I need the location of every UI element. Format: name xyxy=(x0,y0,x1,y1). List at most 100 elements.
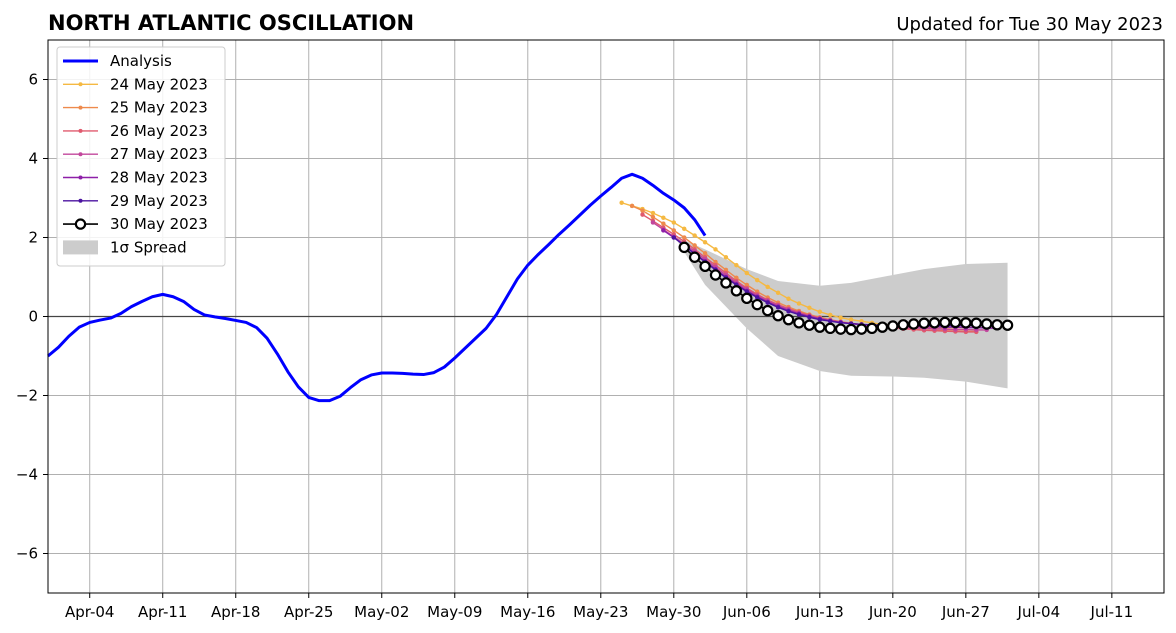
data-point xyxy=(741,292,753,305)
legend-label: 29 May 2023 xyxy=(110,192,208,210)
data-point xyxy=(671,228,677,233)
legend-marker xyxy=(78,175,83,180)
series-layer xyxy=(47,172,1014,403)
spread-layer xyxy=(673,235,1008,389)
data-point xyxy=(817,309,823,315)
data-point xyxy=(661,221,666,226)
x-tick-label: Apr-18 xyxy=(211,603,261,621)
data-point xyxy=(709,269,722,281)
data-point xyxy=(688,251,701,263)
data-point xyxy=(866,322,878,335)
legend-item: 27 May 2023 xyxy=(63,145,208,163)
data-point xyxy=(671,235,677,240)
legend-item: 28 May 2023 xyxy=(63,169,208,187)
data-point xyxy=(629,203,635,209)
data-point xyxy=(678,241,690,254)
x-tick-label: Jul-11 xyxy=(1090,603,1134,621)
data-point xyxy=(619,200,624,205)
x-tick-label: Jun-06 xyxy=(722,603,771,621)
data-point xyxy=(723,255,729,260)
data-point xyxy=(897,319,909,331)
data-point xyxy=(887,320,899,332)
data-point xyxy=(681,226,687,232)
legend-item: 26 May 2023 xyxy=(63,122,208,140)
data-point xyxy=(730,285,743,297)
series-analysis xyxy=(47,172,707,403)
data-point xyxy=(814,321,826,333)
data-point xyxy=(761,304,774,317)
data-point xyxy=(786,296,791,301)
legend-label: Analysis xyxy=(110,52,172,70)
data-point xyxy=(754,295,760,300)
data-point xyxy=(796,312,802,317)
y-tick-label: 0 xyxy=(28,308,38,326)
data-point xyxy=(838,315,843,320)
data-point xyxy=(681,235,687,240)
y-tick-label: 6 xyxy=(28,71,38,89)
spread-band xyxy=(673,235,1008,389)
x-tick-label: May-02 xyxy=(354,603,409,621)
data-point xyxy=(640,208,645,213)
legend-marker xyxy=(78,82,83,87)
data-point xyxy=(960,317,972,329)
legend-label: 26 May 2023 xyxy=(110,122,208,140)
updated-text: Updated for Tue 30 May 2023 xyxy=(896,14,1163,35)
y-tick-label: 4 xyxy=(28,150,38,168)
x-tick-label: Jun-20 xyxy=(868,603,917,621)
data-point xyxy=(807,305,812,311)
data-point xyxy=(939,316,951,329)
data-point xyxy=(817,317,823,322)
data-point xyxy=(949,316,962,329)
data-point xyxy=(834,323,847,335)
x-tick-label: Jul-04 xyxy=(1017,603,1061,621)
data-point xyxy=(734,262,739,268)
legend-item: 24 May 2023 xyxy=(63,75,208,93)
data-point xyxy=(775,305,781,310)
data-point xyxy=(807,315,812,320)
data-point xyxy=(855,323,868,335)
data-point xyxy=(699,260,711,273)
data-point xyxy=(772,310,784,322)
x-tick-label: Jun-13 xyxy=(795,603,844,621)
legend-label: 28 May 2023 xyxy=(110,169,208,187)
data-point xyxy=(786,309,791,314)
x-axis-ticks: Apr-04 Apr-11 Apr-18 Apr-25 May-02 May-09 May-… xyxy=(65,593,1133,621)
data-point xyxy=(765,284,770,290)
data-point xyxy=(720,277,732,289)
x-tick-label: Apr-04 xyxy=(65,603,115,621)
data-point xyxy=(803,319,816,331)
data-point xyxy=(661,215,666,220)
x-tick-label: Apr-25 xyxy=(284,603,334,621)
data-point xyxy=(702,239,708,245)
chart-title: NORTH ATLANTIC OSCILLATION xyxy=(48,11,414,35)
data-point xyxy=(970,317,982,329)
x-tick-label: May-09 xyxy=(427,603,482,621)
data-point xyxy=(692,233,697,238)
data-point xyxy=(650,214,656,220)
legend-item: 1σ Spread xyxy=(63,238,187,256)
y-tick-label: −4 xyxy=(16,466,38,484)
data-point xyxy=(775,290,781,296)
data-point xyxy=(796,301,802,306)
series-line xyxy=(47,172,707,403)
data-point xyxy=(782,313,795,326)
data-point xyxy=(991,319,1003,331)
data-point xyxy=(907,318,920,330)
data-point xyxy=(671,220,677,225)
legend-label: 1σ Spread xyxy=(110,238,187,256)
y-tick-label: −2 xyxy=(16,387,38,405)
legend-label: 27 May 2023 xyxy=(110,145,208,163)
data-point xyxy=(827,312,833,318)
data-point xyxy=(751,298,763,311)
legend-marker xyxy=(78,152,83,157)
legend-marker xyxy=(78,128,83,133)
series-30-may-2023 xyxy=(678,241,1014,336)
legend-item: 25 May 2023 xyxy=(63,99,208,117)
data-point xyxy=(650,220,656,225)
data-point xyxy=(744,270,750,276)
legend: Analysis 24 May 2023 25 May 2023 26 May 202… xyxy=(56,46,226,267)
legend-item: 29 May 2023 xyxy=(63,192,208,210)
legend-label: 24 May 2023 xyxy=(110,75,208,93)
legend-marker xyxy=(78,198,83,203)
data-point xyxy=(980,318,993,330)
